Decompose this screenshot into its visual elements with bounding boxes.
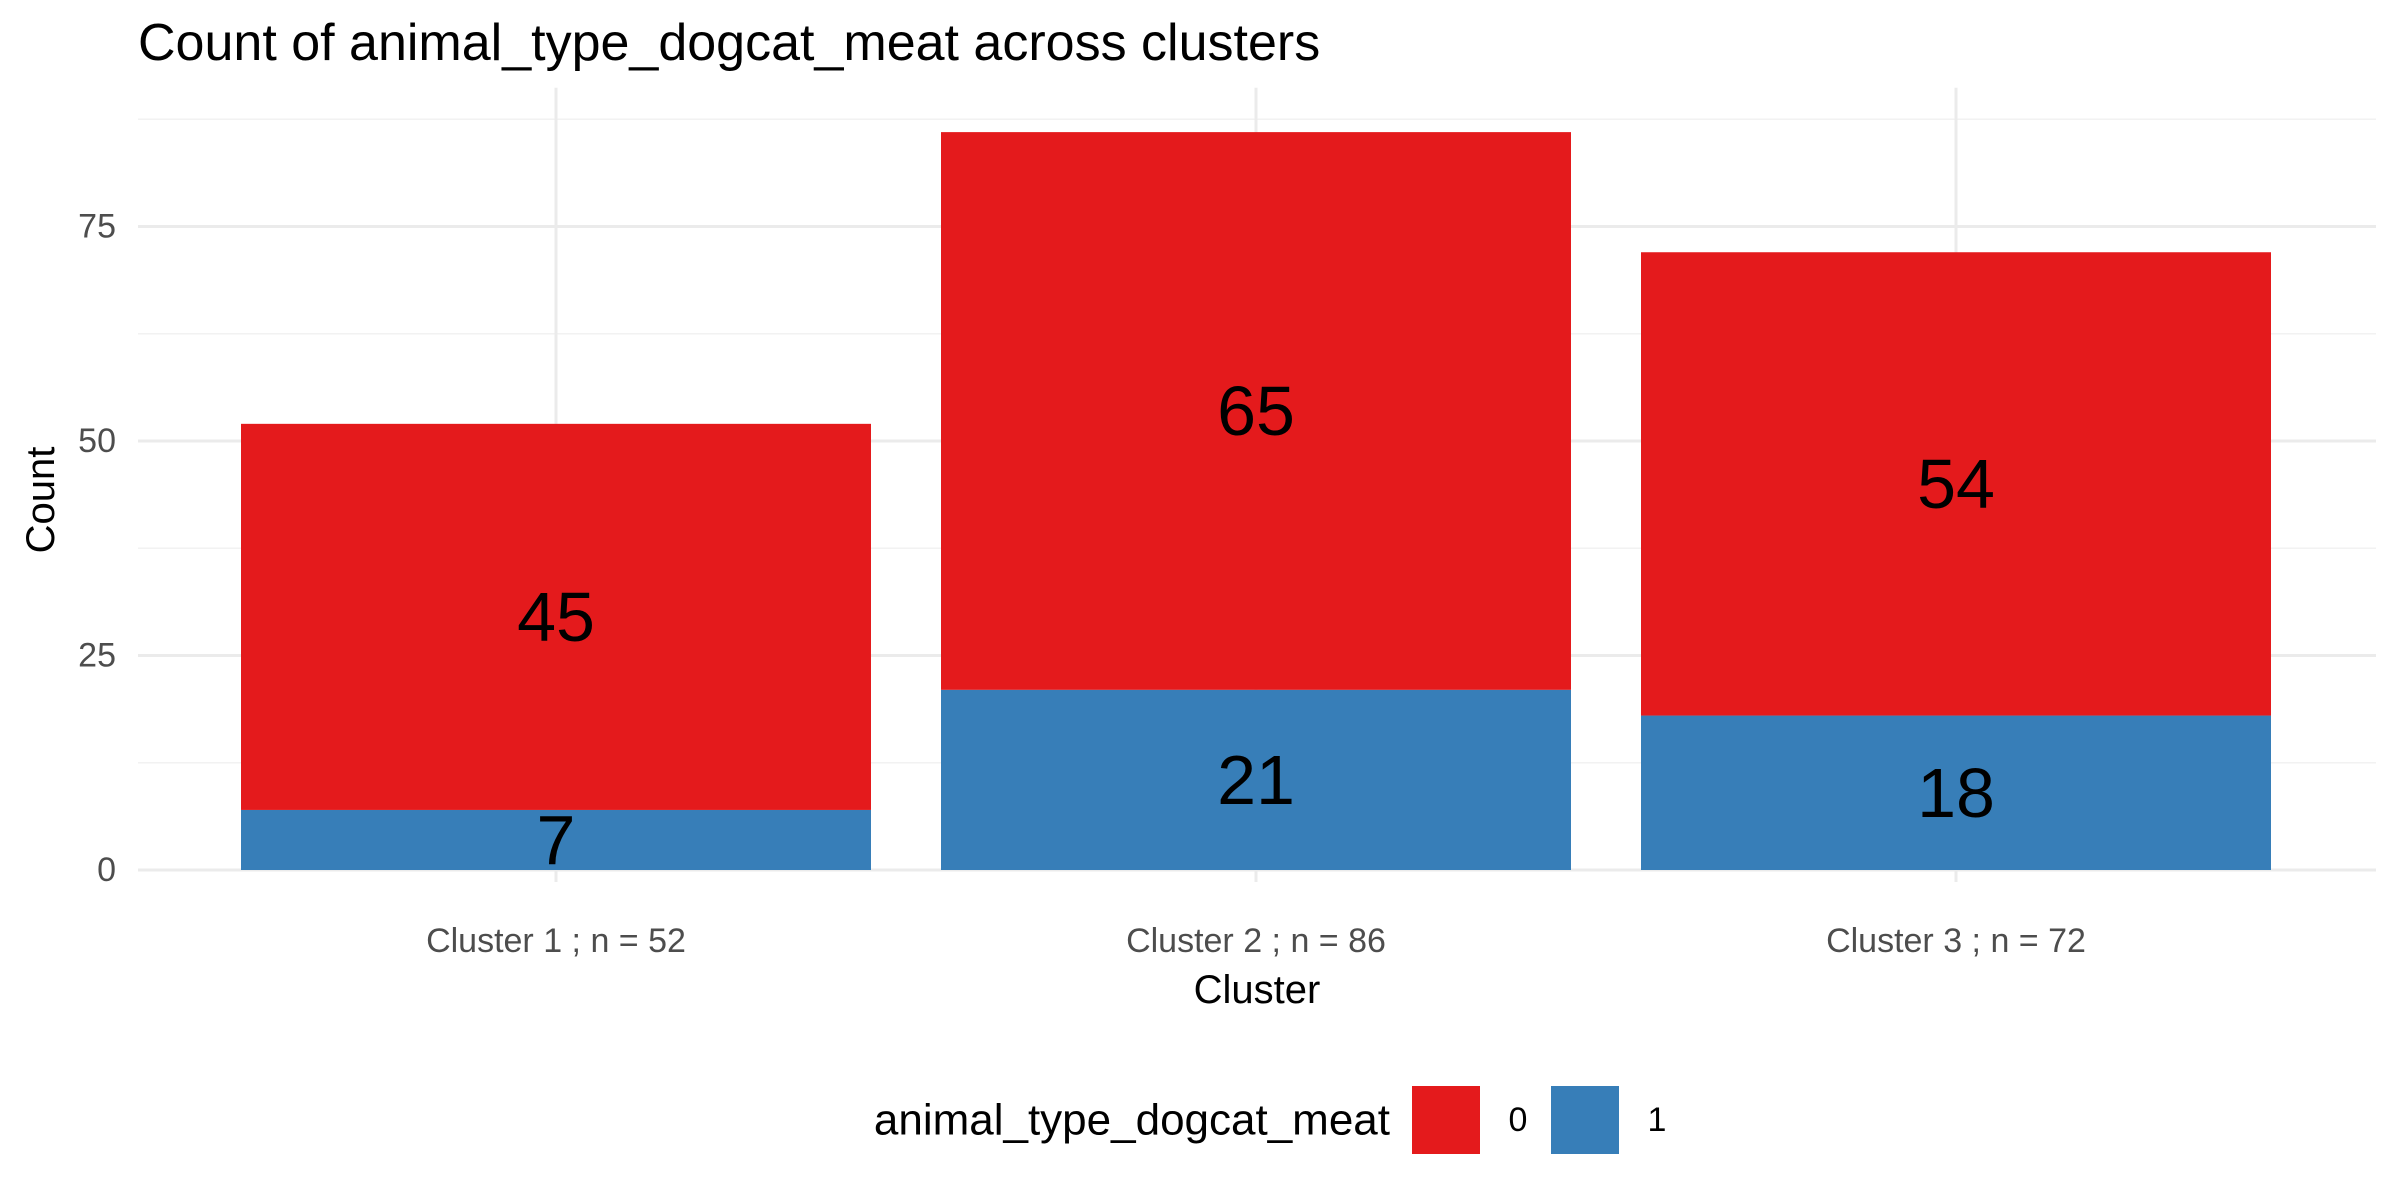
x-axis: Cluster 1 ; n = 52 Cluster 2 ; n = 86 Clus… — [426, 922, 2086, 960]
y-axis-title: Count — [19, 447, 63, 554]
bar-value-label: 21 — [1217, 741, 1295, 819]
y-tick-label: 25 — [78, 637, 116, 675]
bar-value-label: 65 — [1217, 372, 1295, 450]
bar-value-label: 54 — [1917, 445, 1995, 523]
legend-swatch-0 — [1412, 1086, 1480, 1154]
bar-segment-series-1 — [241, 809, 871, 870]
chart-title: Count of animal_type_dogcat_meat across … — [138, 14, 1320, 72]
bar-value-label: 18 — [1917, 754, 1995, 832]
bar-segment-series-1 — [941, 689, 1571, 870]
x-tick-label: Cluster 1 ; n = 52 — [426, 922, 686, 960]
legend: animal_type_dogcat_meat 0 1 — [874, 1086, 1667, 1154]
x-tick-label: Cluster 3 ; n = 72 — [1826, 922, 2086, 960]
bar-segment-series-1 — [1641, 715, 2271, 870]
bar-value-labels: 7 45 21 65 18 54 — [517, 372, 1995, 879]
y-tick-label: 50 — [78, 422, 116, 460]
bar-value-label: 7 — [537, 801, 576, 879]
bar-segment-series-0 — [1641, 252, 2271, 716]
bars — [241, 132, 2271, 870]
x-tick-label: Cluster 2 ; n = 86 — [1126, 922, 1386, 960]
bar-segment-series-0 — [941, 132, 1571, 690]
y-axis: 0 25 50 75 — [78, 208, 116, 890]
legend-label-0: 0 — [1509, 1101, 1528, 1139]
x-axis-title: Cluster — [1194, 968, 1321, 1012]
legend-label-1: 1 — [1648, 1101, 1667, 1139]
bar-segment-series-0 — [241, 423, 871, 810]
legend-swatch-1 — [1551, 1086, 1619, 1154]
legend-title: animal_type_dogcat_meat — [874, 1096, 1390, 1145]
bar-value-label: 45 — [517, 578, 595, 656]
y-tick-label: 75 — [78, 208, 116, 246]
y-tick-label: 0 — [97, 851, 116, 889]
